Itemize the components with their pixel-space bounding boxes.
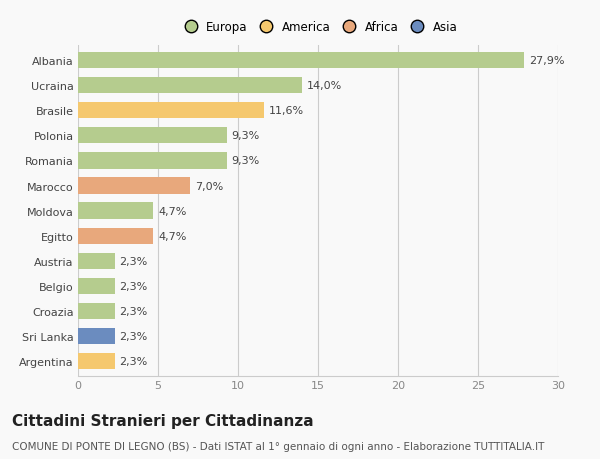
Bar bbox=[78, 278, 115, 294]
Text: 4,7%: 4,7% bbox=[158, 206, 187, 216]
Bar bbox=[78, 103, 263, 119]
Text: 2,3%: 2,3% bbox=[119, 356, 148, 366]
Bar bbox=[78, 353, 115, 369]
Text: 2,3%: 2,3% bbox=[119, 306, 148, 316]
Text: 9,3%: 9,3% bbox=[232, 131, 260, 141]
Legend: Europa, America, Africa, Asia: Europa, America, Africa, Asia bbox=[176, 19, 460, 37]
Bar bbox=[78, 153, 227, 169]
Text: Cittadini Stranieri per Cittadinanza: Cittadini Stranieri per Cittadinanza bbox=[12, 413, 314, 428]
Bar bbox=[78, 328, 115, 344]
Bar bbox=[78, 303, 115, 319]
Bar bbox=[78, 178, 190, 194]
Text: 2,3%: 2,3% bbox=[119, 281, 148, 291]
Text: 14,0%: 14,0% bbox=[307, 81, 342, 91]
Text: 27,9%: 27,9% bbox=[529, 56, 565, 66]
Text: 2,3%: 2,3% bbox=[119, 256, 148, 266]
Text: 7,0%: 7,0% bbox=[195, 181, 223, 191]
Bar bbox=[78, 128, 227, 144]
Text: 2,3%: 2,3% bbox=[119, 331, 148, 341]
Bar bbox=[78, 203, 153, 219]
Text: 9,3%: 9,3% bbox=[232, 156, 260, 166]
Text: COMUNE DI PONTE DI LEGNO (BS) - Dati ISTAT al 1° gennaio di ogni anno - Elaboraz: COMUNE DI PONTE DI LEGNO (BS) - Dati IST… bbox=[12, 441, 544, 451]
Bar bbox=[78, 53, 524, 69]
Bar bbox=[78, 253, 115, 269]
Text: 4,7%: 4,7% bbox=[158, 231, 187, 241]
Bar bbox=[78, 78, 302, 94]
Bar bbox=[78, 228, 153, 244]
Text: 11,6%: 11,6% bbox=[268, 106, 304, 116]
